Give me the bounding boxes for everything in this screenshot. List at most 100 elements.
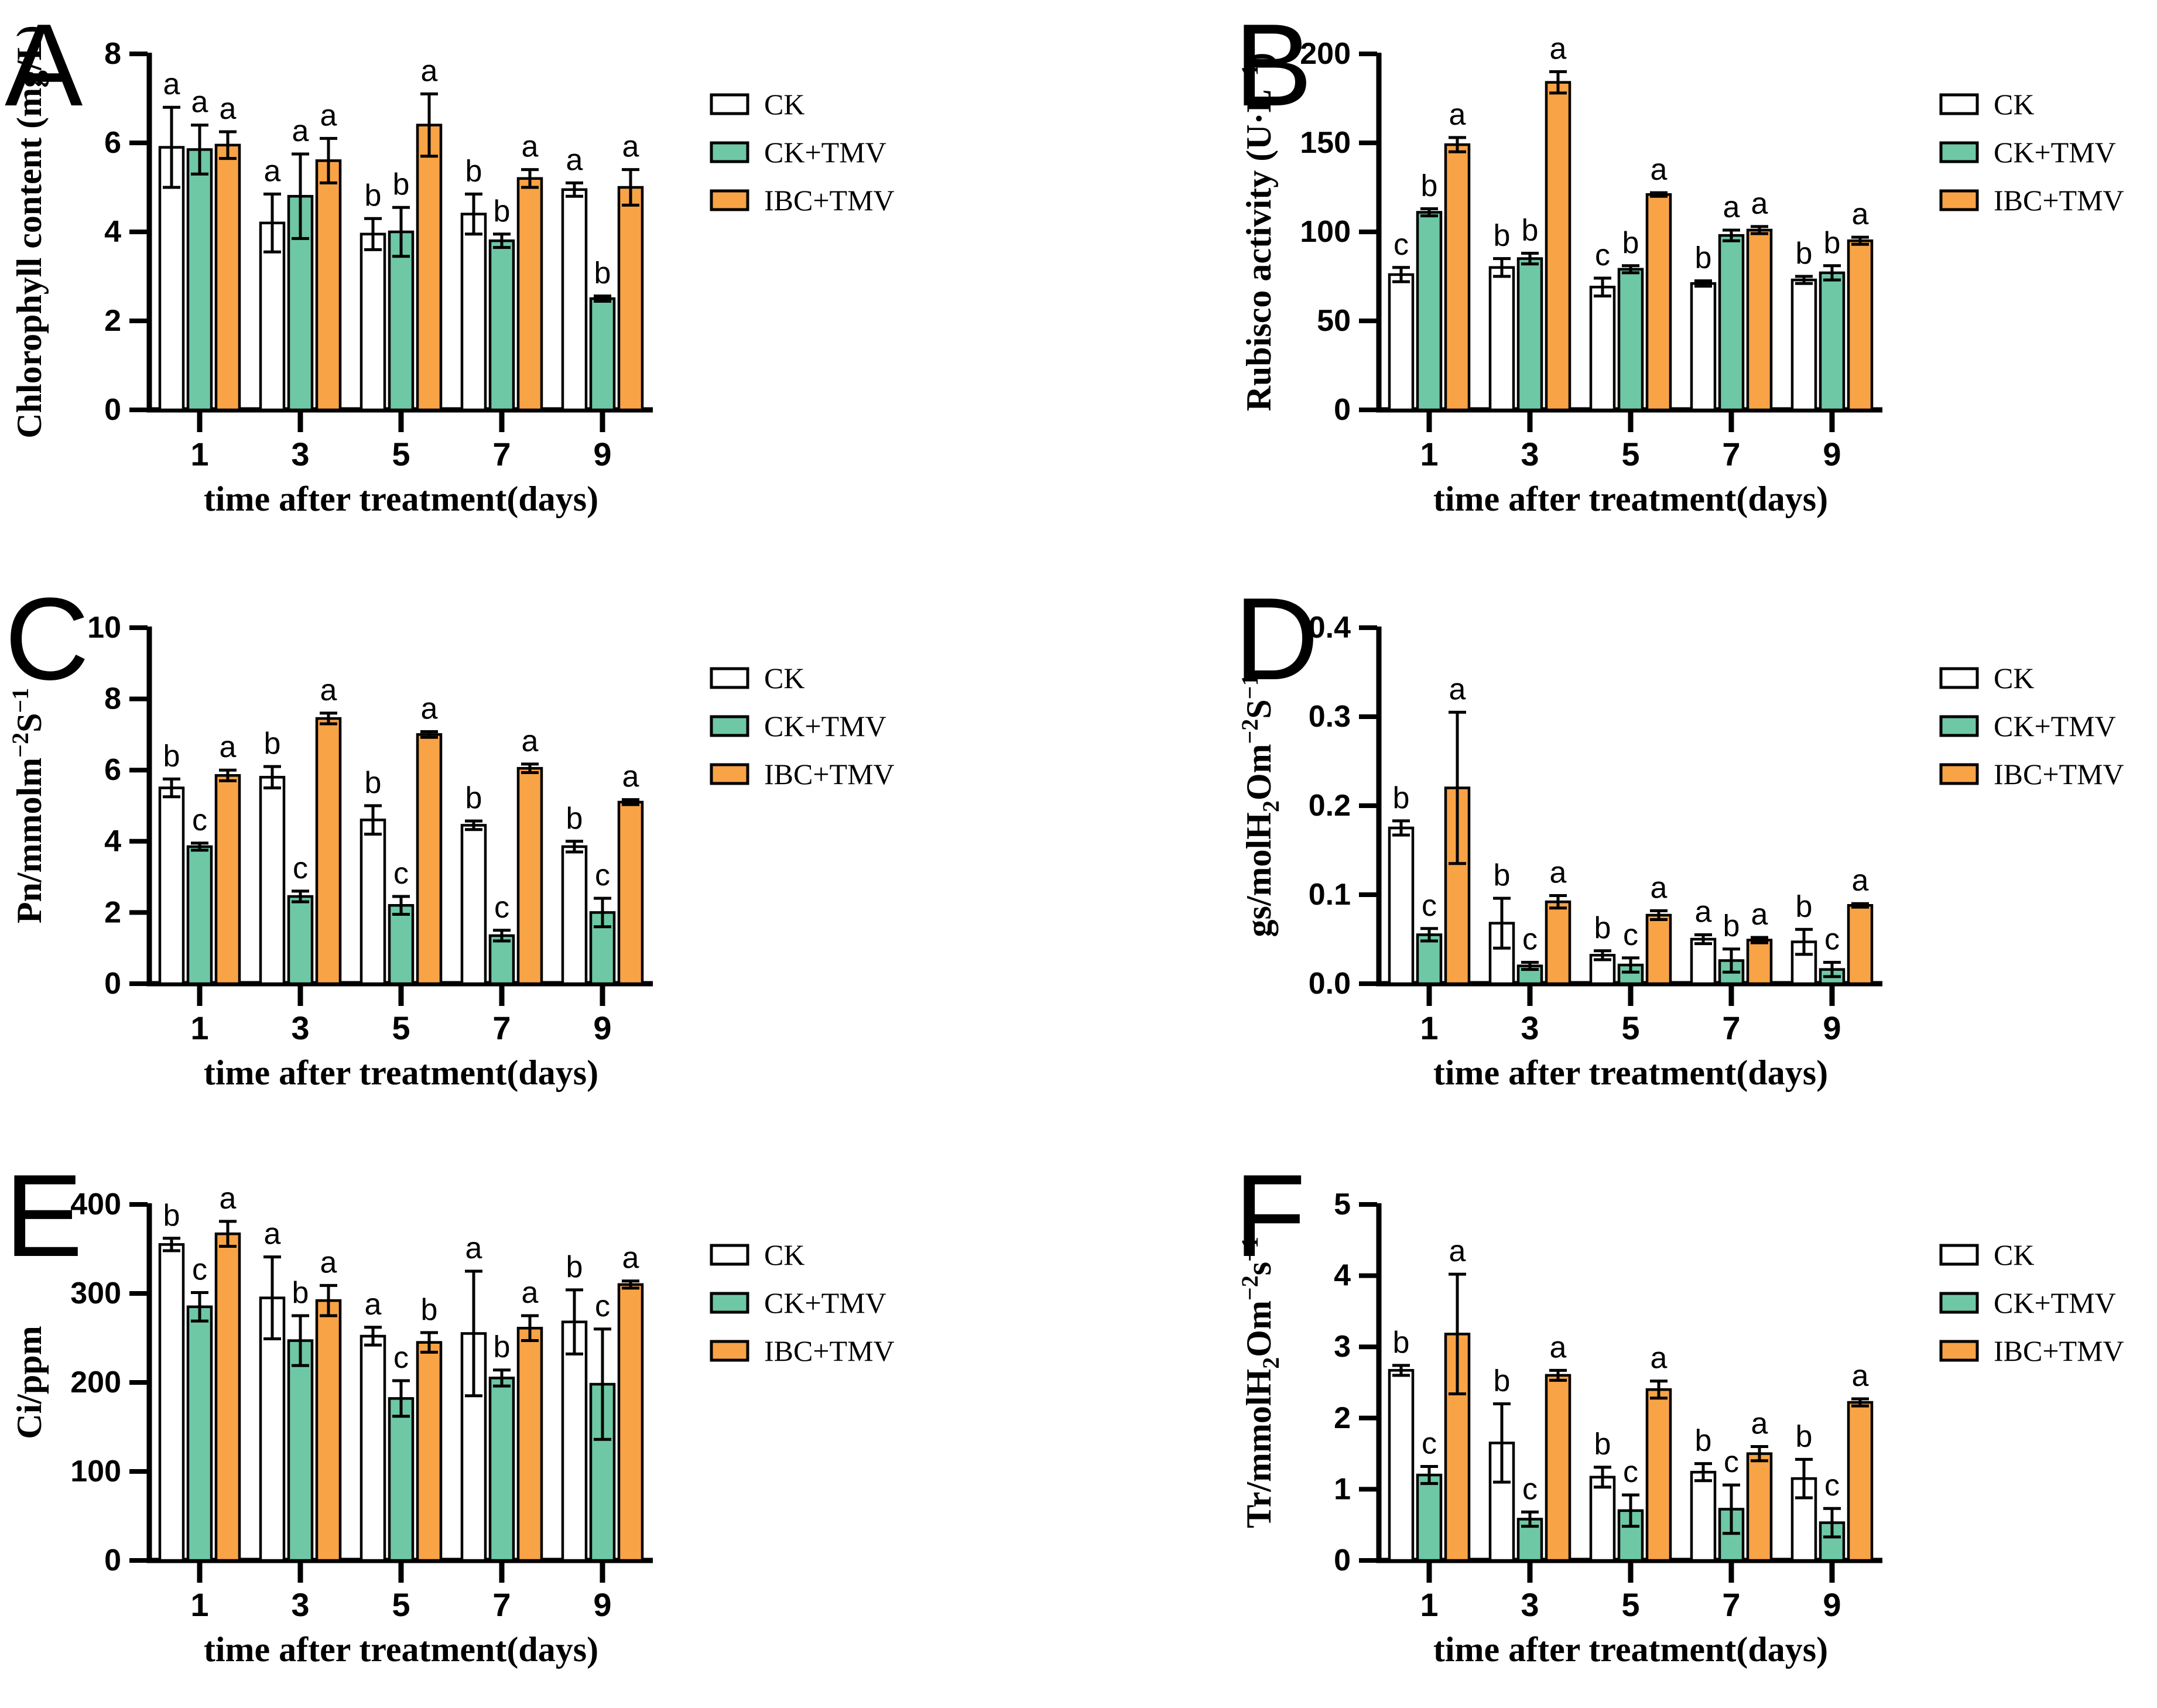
sig-letter: b — [1824, 226, 1841, 260]
sig-letter: b — [566, 802, 583, 836]
sig-letter: b — [365, 766, 382, 800]
sig-letter: b — [163, 1199, 180, 1233]
legend-swatch — [1939, 141, 1979, 163]
x-tick-label: 3 — [1521, 1009, 1539, 1046]
sig-letter: b — [1494, 858, 1511, 892]
sig-letter: c — [1824, 923, 1840, 957]
y-tick-label: 0 — [104, 1543, 121, 1577]
y-tick-label: 200 — [70, 1365, 121, 1399]
sig-letter: b — [1594, 1428, 1611, 1461]
y-tick-label: 8 — [104, 682, 121, 716]
legend-swatch — [710, 715, 749, 737]
bar — [416, 733, 443, 985]
bar — [1847, 239, 1874, 412]
sig-letter: b — [1393, 1326, 1410, 1360]
y-axis-title: Chlorophyll content (mg/L) — [10, 25, 49, 439]
legend-label: CK — [764, 1238, 804, 1271]
bar — [388, 230, 415, 412]
legend-label: CK — [764, 88, 804, 121]
sig-letter: a — [191, 85, 208, 119]
bar — [1746, 939, 1773, 985]
x-tick-label: 9 — [593, 1586, 611, 1623]
sig-letter: a — [1449, 1234, 1466, 1268]
sig-letter: a — [1550, 856, 1567, 890]
sig-letter: b — [393, 167, 410, 201]
x-tick-label: 9 — [1823, 1586, 1841, 1623]
legend-label: IBC+TMV — [1994, 1334, 2124, 1367]
x-tick-label: 1 — [1420, 1586, 1438, 1623]
bar — [488, 1377, 515, 1562]
y-tick-label: 4 — [104, 215, 121, 249]
sig-letter: a — [622, 1241, 639, 1275]
x-tick-label: 3 — [291, 1009, 309, 1046]
bar — [1690, 937, 1717, 985]
sig-letter: a — [320, 1245, 337, 1279]
legend-label: CK+TMV — [1994, 710, 2116, 742]
bar — [516, 766, 543, 985]
y-tick-label: 2 — [104, 304, 121, 338]
bar — [186, 845, 213, 985]
y-tick-label: 300 — [70, 1276, 121, 1310]
sig-letter: a — [292, 114, 309, 148]
legend-swatch — [710, 1292, 749, 1314]
bar — [158, 146, 185, 412]
x-tick-label: 9 — [1823, 436, 1841, 473]
x-tick-label: 3 — [291, 1586, 309, 1623]
sig-letter: c — [1824, 1469, 1840, 1502]
x-axis-title: time after treatment(days) — [204, 480, 598, 518]
legend-swatch — [1939, 1340, 1979, 1362]
sig-letter: b — [1695, 241, 1712, 275]
legend-label: IBC+TMV — [764, 184, 895, 217]
y-axis-title: Ci/ppm — [10, 1326, 49, 1439]
panel-d-chart: 0.0 0.1 0.2 0.3 0.4 gs/molH2Om−2S−1 1 3 5 7 9 time … — [1237, 611, 2124, 1092]
sig-letter: a — [522, 130, 539, 164]
sig-letter: a — [1751, 1406, 1768, 1440]
sig-letter: c — [1623, 918, 1638, 952]
bar — [516, 177, 543, 412]
bar — [1847, 903, 1874, 985]
bar — [1718, 234, 1745, 412]
sig-letter: a — [1852, 864, 1869, 898]
sig-letter: a — [1723, 190, 1740, 224]
sig-letter: a — [522, 1276, 539, 1310]
sig-letter: c — [1422, 889, 1437, 923]
x-tick-label: 1 — [1420, 1009, 1438, 1046]
panel-c-letter: C — [5, 574, 90, 704]
panel-b: B 0 50 100 150 200 Rubisco activity (U·L−1) 1 3… — [1230, 0, 2157, 574]
sig-letter: a — [1550, 1330, 1567, 1364]
panel-e-chart: 0 100 200 300 400 Ci/ppm 1 3 5 7 9 time after treat… — [10, 1182, 895, 1669]
bar — [488, 934, 515, 985]
sig-letter: b — [264, 727, 281, 761]
bar — [1488, 266, 1515, 412]
sig-letter: b — [1622, 226, 1639, 260]
legend-swatch — [710, 667, 749, 689]
bar — [214, 143, 241, 412]
x-tick-label: 5 — [392, 1009, 410, 1046]
sig-letter: c — [293, 851, 308, 885]
legend-label: CK — [1994, 88, 2034, 121]
y-tick-label: 200 — [1300, 37, 1351, 71]
bar — [287, 895, 314, 985]
sig-letter: b — [465, 154, 482, 188]
sig-letter: c — [1522, 1472, 1538, 1506]
bar — [589, 297, 616, 412]
sig-letter: b — [365, 179, 382, 213]
x-tick-label: 7 — [492, 436, 511, 473]
panel-d: D 0.0 0.1 0.2 0.3 0.4 gs/molH2Om−2S−1 1 3 5 7 9 tim… — [1230, 574, 2157, 1151]
x-tick-label: 7 — [1722, 436, 1740, 473]
x-tick-label: 1 — [190, 1009, 208, 1046]
sig-letter: c — [1595, 238, 1610, 272]
bar — [186, 148, 213, 412]
y-tick-label: 100 — [70, 1454, 121, 1488]
legend-label: CK+TMV — [764, 136, 886, 169]
sig-letter: c — [393, 857, 409, 891]
x-tick-label: 5 — [1621, 1586, 1639, 1623]
y-tick-label: 0.4 — [1309, 611, 1351, 645]
x-tick-label: 9 — [1823, 1009, 1841, 1046]
sig-letter: b — [1723, 909, 1740, 943]
sig-letter: b — [494, 194, 511, 228]
panel-e: E 0 100 200 300 400 Ci/ppm 1 3 5 7 9 time after tre… — [0, 1151, 1230, 1708]
sig-letter: a — [220, 92, 237, 126]
sig-letter: b — [1494, 1364, 1511, 1398]
bar — [1645, 193, 1672, 412]
